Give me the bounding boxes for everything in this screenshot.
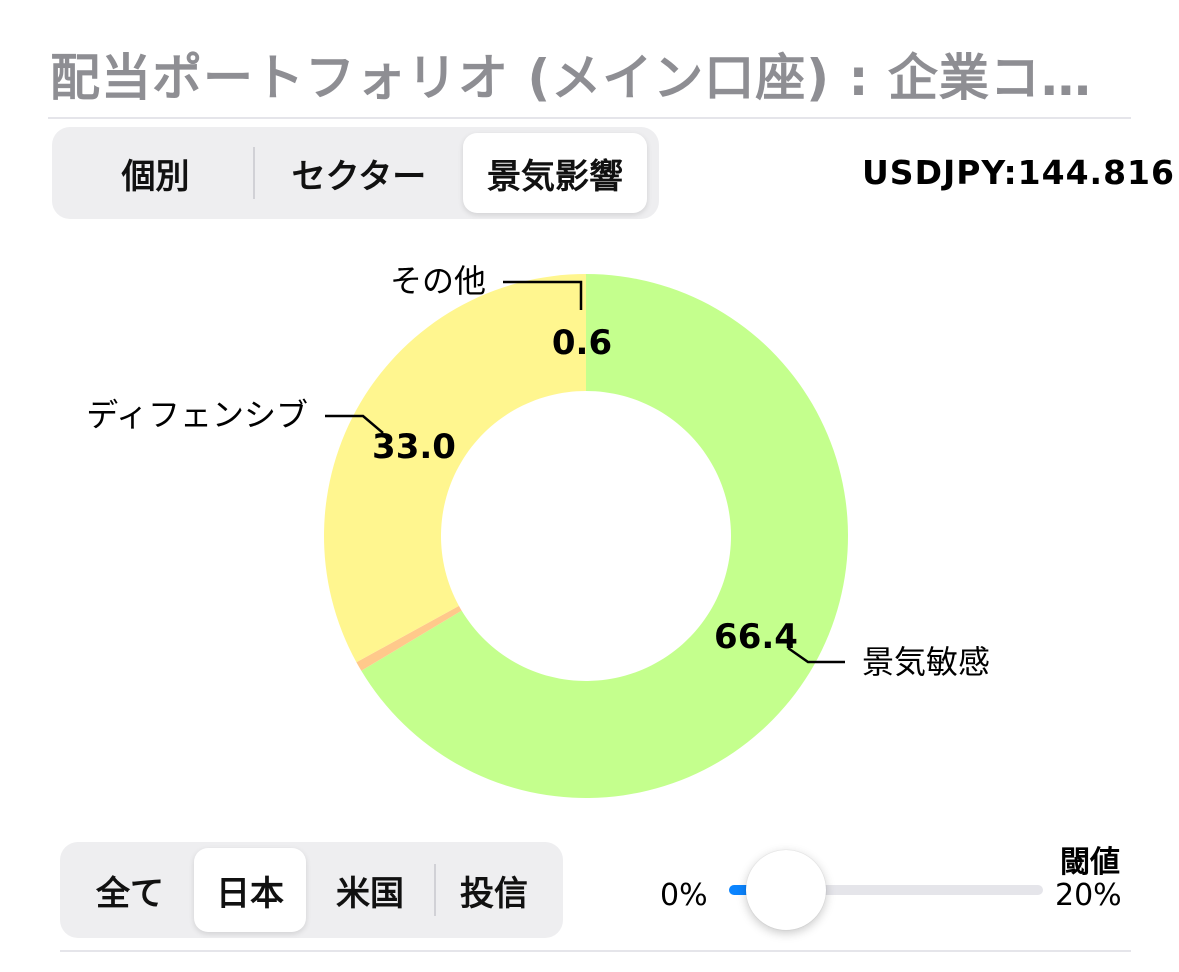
threshold-slider-track[interactable] bbox=[729, 885, 1043, 895]
tab-sector[interactable]: セクター bbox=[255, 133, 463, 213]
category-label-cyclical: 景気敏感 bbox=[862, 643, 990, 681]
tab-individual[interactable]: 個別 bbox=[58, 133, 253, 213]
threshold-max-label: 20% bbox=[1055, 878, 1122, 913]
data-label-defensive: 33.0 bbox=[372, 427, 456, 467]
leader-line-cyclical bbox=[787, 646, 845, 664]
page-title: 配当ポートフォリオ (メイン口座) : 企業コ… bbox=[50, 49, 1092, 107]
tab-japan-label: 日本 bbox=[216, 873, 284, 914]
tab-all[interactable]: 全て bbox=[66, 848, 194, 932]
leader-line-defensive bbox=[325, 414, 384, 434]
region-segmented-control: 全て 日本 米国 投信 bbox=[60, 842, 563, 938]
threshold-title: 閾値 bbox=[1060, 845, 1120, 880]
data-label-cyclical: 66.4 bbox=[714, 617, 798, 657]
tab-us-label: 米国 bbox=[336, 873, 404, 914]
tab-funds-label: 投信 bbox=[460, 873, 528, 914]
donut-chart: 66.4 景気敏感 0.6 その他 33.0 ディフェンシブ bbox=[86, 262, 990, 798]
slice-defensive[interactable] bbox=[324, 274, 586, 663]
slice-cyclical[interactable] bbox=[361, 274, 848, 798]
category-label-other: その他 bbox=[390, 262, 486, 300]
tab-economic-impact[interactable]: 景気影響 bbox=[463, 133, 647, 213]
category-label-defensive: ディフェンシブ bbox=[86, 396, 308, 434]
segment-divider bbox=[434, 864, 436, 916]
tab-funds[interactable]: 投信 bbox=[436, 848, 552, 932]
threshold-slider-thumb[interactable] bbox=[746, 850, 826, 930]
tab-japan[interactable]: 日本 bbox=[194, 848, 306, 932]
fx-rate: USDJPY:144.816 bbox=[862, 153, 1175, 192]
header-divider bbox=[48, 117, 1131, 119]
view-segmented-control: 個別 セクター 景気影響 bbox=[52, 127, 659, 219]
tab-individual-label: 個別 bbox=[121, 156, 190, 197]
footer-divider bbox=[60, 950, 1131, 952]
tab-us[interactable]: 米国 bbox=[306, 848, 434, 932]
tab-all-label: 全て bbox=[96, 873, 164, 914]
donut-inner-ring bbox=[440, 390, 732, 682]
leader-line-other bbox=[503, 280, 583, 310]
segment-divider bbox=[253, 147, 255, 199]
threshold-min-label: 0% bbox=[660, 878, 708, 913]
tab-sector-label: セクター bbox=[291, 156, 427, 197]
slice-other[interactable] bbox=[356, 605, 462, 671]
data-label-other: 0.6 bbox=[552, 323, 612, 363]
tab-economic-impact-label: 景気影響 bbox=[487, 156, 623, 197]
